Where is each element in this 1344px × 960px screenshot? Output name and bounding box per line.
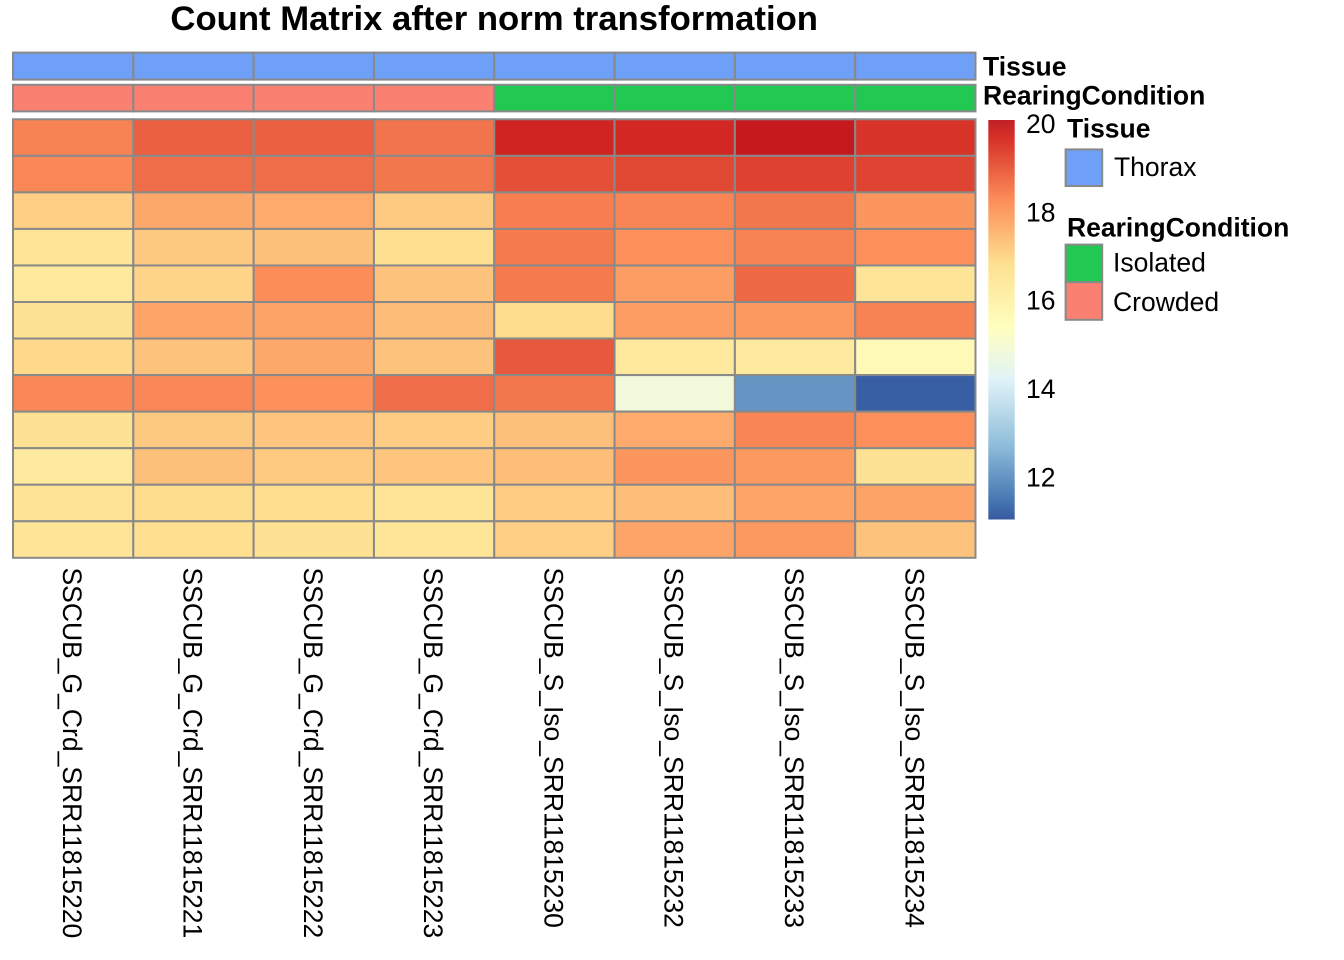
svg-text:SSCUB_G_Crd_SRR11815220: SSCUB_G_Crd_SRR11815220 <box>57 568 87 939</box>
svg-text:18: 18 <box>1026 197 1055 227</box>
svg-text:14: 14 <box>1026 374 1055 404</box>
svg-text:RearingCondition: RearingCondition <box>1067 212 1289 242</box>
svg-text:Thorax: Thorax <box>1114 152 1196 182</box>
svg-text:Tissue: Tissue <box>983 52 1066 82</box>
svg-text:RearingCondition: RearingCondition <box>983 81 1205 111</box>
svg-text:SSCUB_S_Iso_SRR11815230: SSCUB_S_Iso_SRR11815230 <box>538 568 568 928</box>
svg-text:Count Matrix after norm transf: Count Matrix after norm transformation <box>170 0 818 38</box>
svg-text:16: 16 <box>1026 286 1055 316</box>
svg-text:SSCUB_G_Crd_SRR11815223: SSCUB_G_Crd_SRR11815223 <box>418 568 448 939</box>
svg-text:Tissue: Tissue <box>1067 114 1150 144</box>
svg-text:SSCUB_G_Crd_SRR11815222: SSCUB_G_Crd_SRR11815222 <box>298 568 328 939</box>
svg-text:SSCUB_S_Iso_SRR11815233: SSCUB_S_Iso_SRR11815233 <box>779 568 809 928</box>
svg-text:SSCUB_S_Iso_SRR11815232: SSCUB_S_Iso_SRR11815232 <box>659 568 689 928</box>
svg-text:Crowded: Crowded <box>1113 287 1219 317</box>
svg-text:12: 12 <box>1026 462 1055 492</box>
svg-text:SSCUB_G_Crd_SRR11815221: SSCUB_G_Crd_SRR11815221 <box>178 568 208 939</box>
svg-text:Isolated: Isolated <box>1113 247 1206 277</box>
svg-text:20: 20 <box>1026 109 1055 139</box>
svg-text:SSCUB_S_Iso_SRR11815234: SSCUB_S_Iso_SRR11815234 <box>899 568 929 928</box>
